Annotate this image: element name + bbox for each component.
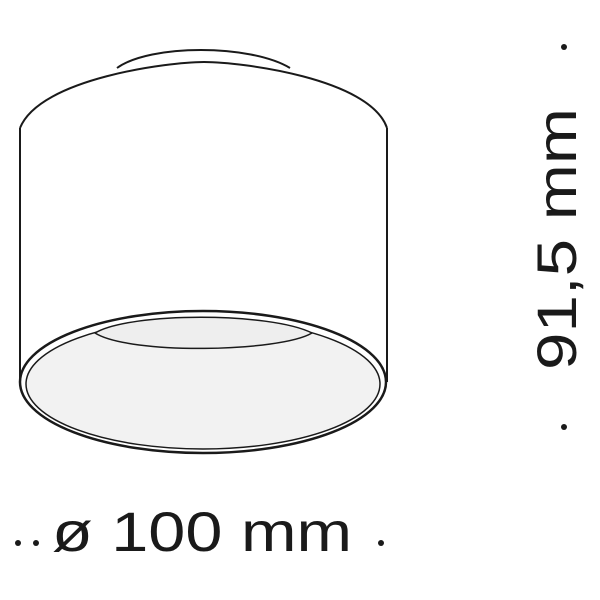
cylinder-top-rim [19,60,388,129]
height-dimension: 91,5 mm [525,44,588,430]
diameter-label: ø 100 mm [52,500,352,563]
height-label: 91,5 mm [525,108,588,370]
height-dot-bottom [561,424,567,430]
diameter-dimension: ø 100 mm [15,500,384,563]
light-source-opening [93,316,314,350]
diameter-dot-right [378,540,384,546]
mounting-dome [116,49,291,69]
cylinder-body [20,62,387,380]
diameter-dot-mid [33,540,39,546]
lamp-illustration [18,49,388,455]
height-dot-top [561,44,567,50]
diameter-dot-left [15,540,21,546]
